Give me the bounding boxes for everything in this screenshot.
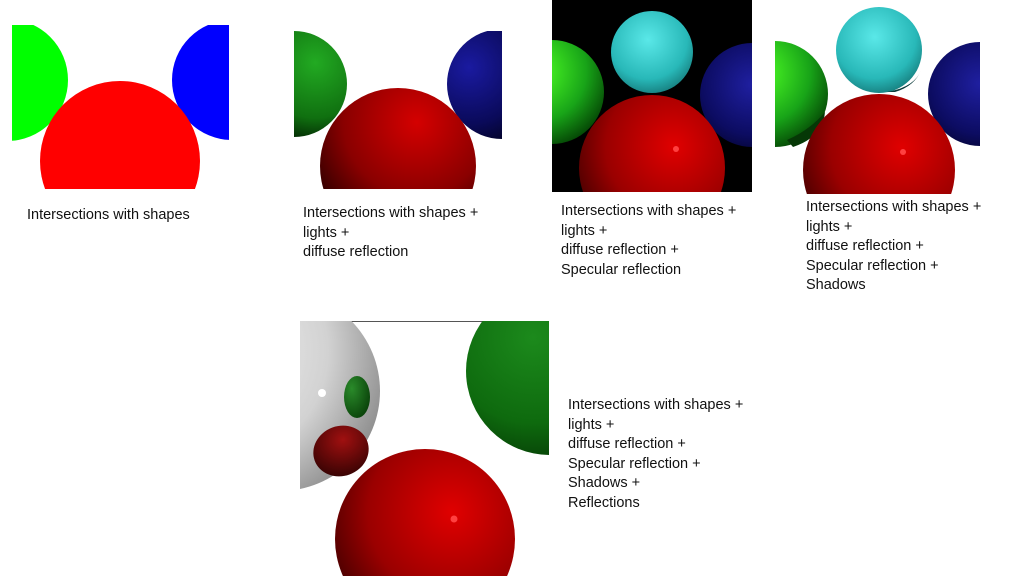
caption-reflections: Intersections with shapes + lights + dif… — [568, 397, 744, 511]
blue-sphere — [447, 31, 502, 139]
blue-sphere — [700, 43, 752, 147]
red-reflection — [313, 425, 369, 477]
reflection-spheres-render — [300, 321, 549, 576]
caption-diffuse: Intersections with shapes + lights + dif… — [303, 205, 479, 261]
green-sphere — [466, 321, 549, 455]
flat-spheres-render — [12, 25, 229, 189]
red-sphere — [320, 88, 476, 189]
green-sphere-shadow — [787, 112, 825, 147]
green-sphere — [12, 25, 68, 141]
blue-sphere — [928, 42, 980, 146]
caption-intersections: Intersections with shapes — [27, 207, 190, 223]
diffuse-spheres-render — [294, 31, 502, 189]
cyan-sphere-shadow — [887, 70, 921, 92]
caption-specular: Intersections with shapes + lights + dif… — [561, 203, 737, 278]
caption-shadows: Intersections with shapes + lights + dif… — [806, 199, 982, 294]
shadow-spheres-render — [775, 7, 980, 194]
render-panel-diffuse — [294, 31, 502, 189]
render-panel-specular — [552, 0, 752, 192]
red-sphere — [803, 94, 955, 194]
cyan-sphere — [611, 11, 693, 93]
specular-highlight-red — [450, 515, 458, 523]
green-reflection — [344, 376, 370, 418]
specular-highlight — [673, 146, 679, 152]
cyan-sphere — [836, 7, 922, 93]
render-panel-intersections — [12, 25, 229, 189]
specular-highlight — [900, 149, 906, 155]
render-panel-shadows — [775, 2, 980, 194]
blue-sphere — [172, 25, 229, 140]
red-sphere — [40, 81, 200, 189]
specular-highlight — [318, 389, 326, 397]
red-sphere — [335, 449, 515, 576]
specular-spheres-render — [552, 11, 752, 192]
render-panel-reflections — [300, 321, 549, 576]
red-sphere — [579, 95, 725, 192]
green-sphere — [775, 41, 828, 147]
green-sphere — [552, 40, 604, 144]
green-sphere — [294, 31, 347, 137]
